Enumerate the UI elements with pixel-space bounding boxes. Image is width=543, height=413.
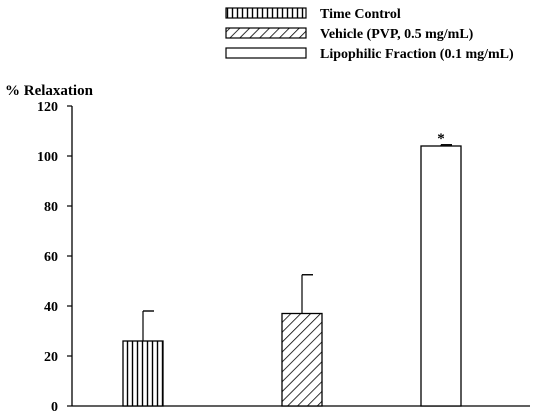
legend: Time Control Vehicle (PVP, 0.5 mg/mL) Lipo… bbox=[225, 7, 514, 62]
bar bbox=[281, 312, 323, 407]
legend-label: Vehicle (PVP, 0.5 mg/mL) bbox=[320, 27, 474, 42]
y-axis-label: % Relaxation bbox=[5, 83, 94, 99]
legend-label: Time Control bbox=[320, 7, 401, 22]
y-tick-label: 0 bbox=[51, 400, 58, 413]
y-tick-label: 100 bbox=[37, 150, 58, 165]
y-tick-label: 20 bbox=[44, 350, 58, 365]
y-tick-label: 80 bbox=[44, 200, 58, 215]
legend-swatch bbox=[225, 47, 307, 59]
legend-swatch bbox=[225, 27, 307, 39]
bars: * bbox=[122, 131, 462, 407]
bar bbox=[420, 145, 462, 407]
y-tick-label: 60 bbox=[44, 250, 58, 265]
legend-swatch bbox=[225, 7, 307, 19]
y-tick-label: 120 bbox=[37, 100, 58, 115]
legend-label: Lipophilic Fraction (0.1 mg/mL) bbox=[320, 47, 514, 62]
significance-marker: * bbox=[437, 131, 445, 147]
bar bbox=[122, 340, 164, 407]
y-tick-label: 40 bbox=[44, 300, 58, 315]
